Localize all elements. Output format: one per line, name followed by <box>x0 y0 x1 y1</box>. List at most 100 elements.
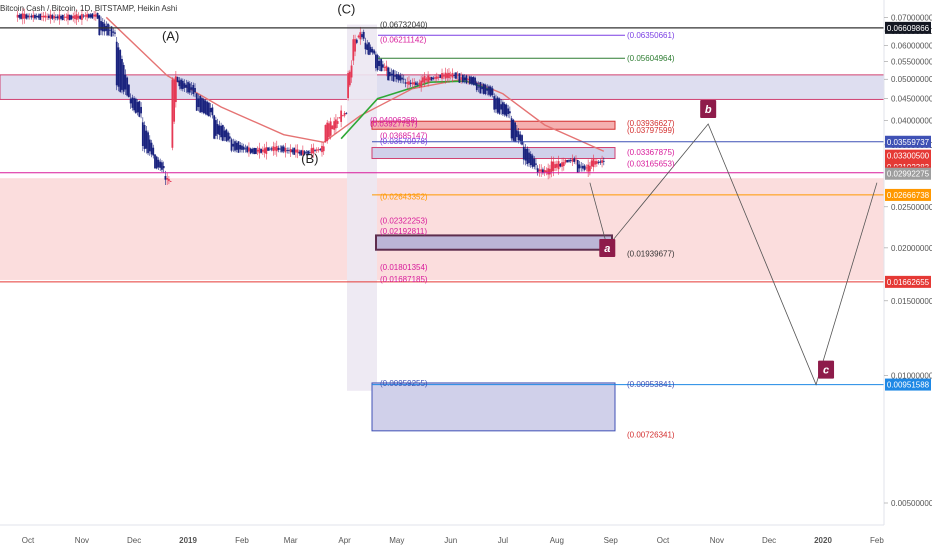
wave-target-b[interactable]: b <box>700 100 717 119</box>
candle <box>96 12 99 19</box>
target-label: a <box>604 243 610 255</box>
candle <box>204 100 207 114</box>
candle <box>220 125 222 138</box>
price-tag-bg[interactable] <box>885 149 931 162</box>
candle <box>254 148 257 154</box>
candle <box>148 139 151 152</box>
candle <box>331 125 334 130</box>
candle <box>202 99 205 113</box>
candle <box>517 131 520 141</box>
price-tag[interactable]: 0.02992275 <box>885 167 931 180</box>
candle <box>468 76 471 84</box>
candle <box>582 165 584 169</box>
candle <box>110 26 113 37</box>
candle <box>230 139 233 151</box>
candle <box>571 158 574 162</box>
price-tag-label: 0.01662655 <box>887 278 930 287</box>
candle <box>218 125 221 135</box>
candle <box>234 141 236 151</box>
candle <box>338 117 341 119</box>
candle <box>449 74 452 77</box>
candle <box>543 169 546 173</box>
y-tick-label: 0.01000000 <box>891 371 932 380</box>
candle <box>131 97 134 108</box>
candle <box>324 125 327 143</box>
target-badge[interactable] <box>818 360 835 379</box>
candle <box>180 79 182 89</box>
candle <box>93 14 96 17</box>
price-tag[interactable]: 0.06609866 <box>885 21 931 34</box>
candle <box>548 168 551 175</box>
y-tick-label: 0.02500000 <box>891 203 932 212</box>
candle <box>575 159 577 161</box>
fib-label: (0.01687185) <box>380 275 428 284</box>
candle <box>321 145 323 153</box>
time-axis[interactable] <box>0 525 932 550</box>
fib-label: (0.02643352) <box>380 193 428 202</box>
price-axis[interactable] <box>884 0 932 525</box>
candle <box>274 147 276 151</box>
price-tag[interactable]: 0.03300500 <box>885 149 931 162</box>
candle <box>479 82 482 94</box>
candle <box>448 72 450 79</box>
candle <box>569 160 572 162</box>
candle <box>326 122 329 141</box>
candle <box>65 16 68 18</box>
price-tag[interactable]: 0.03559737 <box>885 135 931 148</box>
candle <box>51 15 54 19</box>
candle <box>536 168 539 173</box>
target-zone-upper <box>371 147 616 160</box>
y-tick-label: 0.00500000 <box>891 499 932 508</box>
y-tick-label: 0.07000000 <box>891 13 932 22</box>
wave-target-c[interactable]: c <box>818 360 835 379</box>
candle <box>58 14 61 20</box>
candle <box>515 130 518 138</box>
x-tick-label: Nov <box>710 536 724 545</box>
y-tick-label: 0.05000000 <box>891 75 932 84</box>
x-tick-label: Dec <box>762 536 776 545</box>
fib-label: (0.00726341) <box>627 430 675 439</box>
candle <box>129 98 132 104</box>
price-tag-bg[interactable] <box>885 21 931 34</box>
candle <box>361 34 363 38</box>
x-tick-label: 2020 <box>814 536 832 545</box>
candle <box>435 76 438 79</box>
fib-label: (0.06732040) <box>380 20 428 29</box>
candle <box>242 146 245 150</box>
candle <box>134 98 137 113</box>
candle <box>418 82 421 85</box>
price-tag[interactable]: 0.00951588 <box>885 378 931 391</box>
fib-label: (0.00953841) <box>627 380 675 389</box>
candle <box>174 76 177 103</box>
candle <box>169 181 172 182</box>
candle <box>201 98 203 113</box>
target-badge[interactable] <box>700 100 717 119</box>
moving-average-slow <box>105 16 605 152</box>
candle <box>524 148 527 161</box>
candle <box>456 74 459 76</box>
price-tag[interactable]: 0.02666738 <box>885 188 931 201</box>
candle <box>521 135 523 145</box>
candle <box>298 151 301 154</box>
price-tag-label: 0.06609866 <box>887 24 930 33</box>
price-tag[interactable]: 0.01662655 <box>885 275 931 288</box>
wave-target-a[interactable]: a <box>599 238 616 257</box>
candle <box>505 104 508 117</box>
candle <box>495 98 497 110</box>
price-tag-bg[interactable] <box>885 167 931 180</box>
price-tag-bg[interactable] <box>885 378 931 391</box>
candle <box>354 39 356 52</box>
candle <box>383 67 386 68</box>
fib-label: (0.02192811) <box>380 227 427 236</box>
target-badge[interactable] <box>599 238 616 257</box>
candle <box>380 59 383 72</box>
price-tag-bg[interactable] <box>885 135 931 148</box>
x-tick-label: Mar <box>284 536 298 545</box>
price-tag-bg[interactable] <box>885 188 931 201</box>
candle <box>301 150 304 155</box>
y-tick-label: 0.01500000 <box>891 297 932 306</box>
candle <box>150 142 153 155</box>
candle <box>399 75 402 81</box>
price-tag-bg[interactable] <box>885 275 931 288</box>
